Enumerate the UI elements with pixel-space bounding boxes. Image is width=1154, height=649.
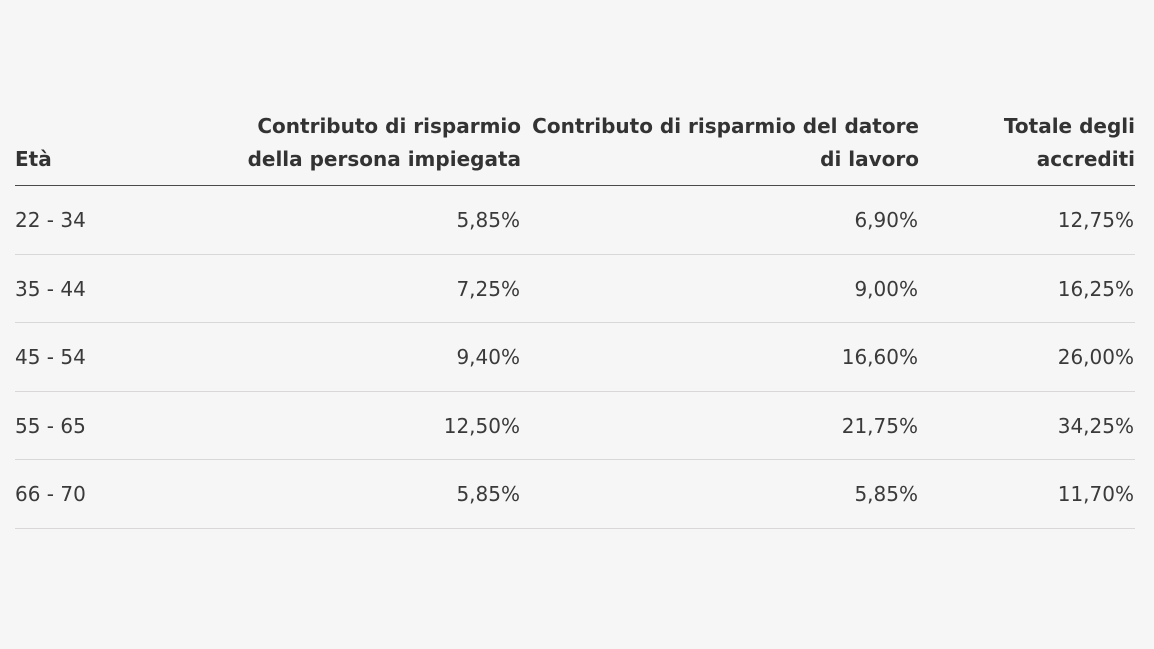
age-cell: 66 - 70: [15, 482, 86, 506]
age-cell: 22 - 34: [15, 208, 86, 232]
header-age: Età: [15, 147, 52, 171]
table-row: 35 - 44 7,25% 9,00% 16,25%: [15, 255, 1135, 323]
age-cell: 55 - 65: [15, 413, 86, 438]
age-cell: 35 - 44: [15, 276, 86, 301]
employer-contribution-cell: 9,00%: [854, 276, 918, 301]
header-employer-contribution: Contributo di risparmio del datore di la…: [532, 114, 919, 171]
table-row: 22 - 34 5,85% 6,90% 12,75%: [15, 186, 1135, 255]
table-row: 66 - 70 5,85% 5,85% 11,70%: [15, 460, 1135, 529]
employer-contribution-cell: 6,90%: [854, 208, 918, 232]
employee-contribution-cell: 5,85%: [456, 482, 520, 506]
employer-contribution-cell: 5,85%: [854, 482, 918, 506]
table-row: 55 - 65 12,50% 21,75% 34,25%: [15, 392, 1135, 460]
header-total-credits: Totale degli accrediti: [1003, 114, 1135, 171]
total-credits-cell: 34,25%: [1057, 413, 1134, 438]
table-row: 45 - 54 9,40% 16,60% 26,00%: [15, 323, 1135, 392]
employee-contribution-cell: 9,40%: [456, 345, 520, 369]
employee-contribution-cell: 7,25%: [456, 276, 520, 301]
employer-contribution-cell: 16,60%: [841, 345, 918, 369]
employee-contribution-cell: 5,85%: [456, 208, 520, 232]
total-credits-cell: 12,75%: [1057, 208, 1134, 232]
total-credits-cell: 26,00%: [1057, 345, 1134, 369]
employer-contribution-cell: 21,75%: [841, 413, 918, 438]
employee-contribution-cell: 12,50%: [443, 413, 520, 438]
age-cell: 45 - 54: [15, 345, 86, 369]
header-employee-contribution: Contributo di risparmio della persona im…: [247, 114, 521, 171]
total-credits-cell: 11,70%: [1057, 482, 1134, 506]
total-credits-cell: 16,25%: [1057, 276, 1134, 301]
contribution-table: Età Contributo di risparmio della person…: [15, 108, 1135, 529]
table-header-row: Età Contributo di risparmio della person…: [15, 108, 1135, 186]
